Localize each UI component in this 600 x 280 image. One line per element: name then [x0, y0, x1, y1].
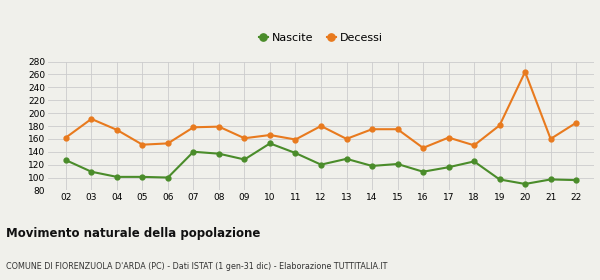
Line: Decessi: Decessi [64, 69, 578, 150]
Decessi [164, 142, 172, 145]
Decessi [496, 124, 503, 127]
Nascite [113, 175, 121, 179]
Decessi [62, 136, 70, 139]
Nascite [368, 164, 376, 168]
Decessi [292, 138, 299, 141]
Nascite [547, 178, 554, 181]
Decessi [241, 137, 248, 140]
Nascite [292, 151, 299, 155]
Decessi [343, 137, 350, 141]
Line: Nascite: Nascite [64, 141, 578, 186]
Decessi [368, 128, 376, 131]
Nascite [215, 152, 223, 155]
Nascite [419, 170, 427, 173]
Nascite [521, 182, 529, 186]
Decessi [547, 137, 554, 141]
Decessi [113, 128, 121, 132]
Nascite [445, 165, 452, 169]
Decessi [445, 136, 452, 139]
Legend: Nascite, Decessi: Nascite, Decessi [254, 29, 388, 48]
Nascite [190, 150, 197, 153]
Decessi [190, 126, 197, 129]
Decessi [88, 117, 95, 121]
Nascite [496, 178, 503, 181]
Decessi [266, 133, 274, 137]
Nascite [62, 158, 70, 162]
Nascite [266, 142, 274, 145]
Nascite [88, 170, 95, 173]
Decessi [139, 143, 146, 146]
Nascite [343, 157, 350, 160]
Nascite [241, 158, 248, 161]
Text: Movimento naturale della popolazione: Movimento naturale della popolazione [6, 227, 260, 240]
Decessi [394, 128, 401, 131]
Decessi [572, 121, 580, 124]
Text: COMUNE DI FIORENZUOLA D'ARDA (PC) - Dati ISTAT (1 gen-31 dic) - Elaborazione TUT: COMUNE DI FIORENZUOLA D'ARDA (PC) - Dati… [6, 262, 388, 271]
Decessi [470, 144, 478, 147]
Nascite [164, 176, 172, 179]
Nascite [572, 178, 580, 182]
Decessi [419, 146, 427, 150]
Decessi [317, 124, 325, 128]
Decessi [215, 125, 223, 128]
Nascite [139, 175, 146, 179]
Nascite [470, 160, 478, 163]
Decessi [521, 70, 529, 74]
Nascite [317, 163, 325, 166]
Nascite [394, 162, 401, 166]
